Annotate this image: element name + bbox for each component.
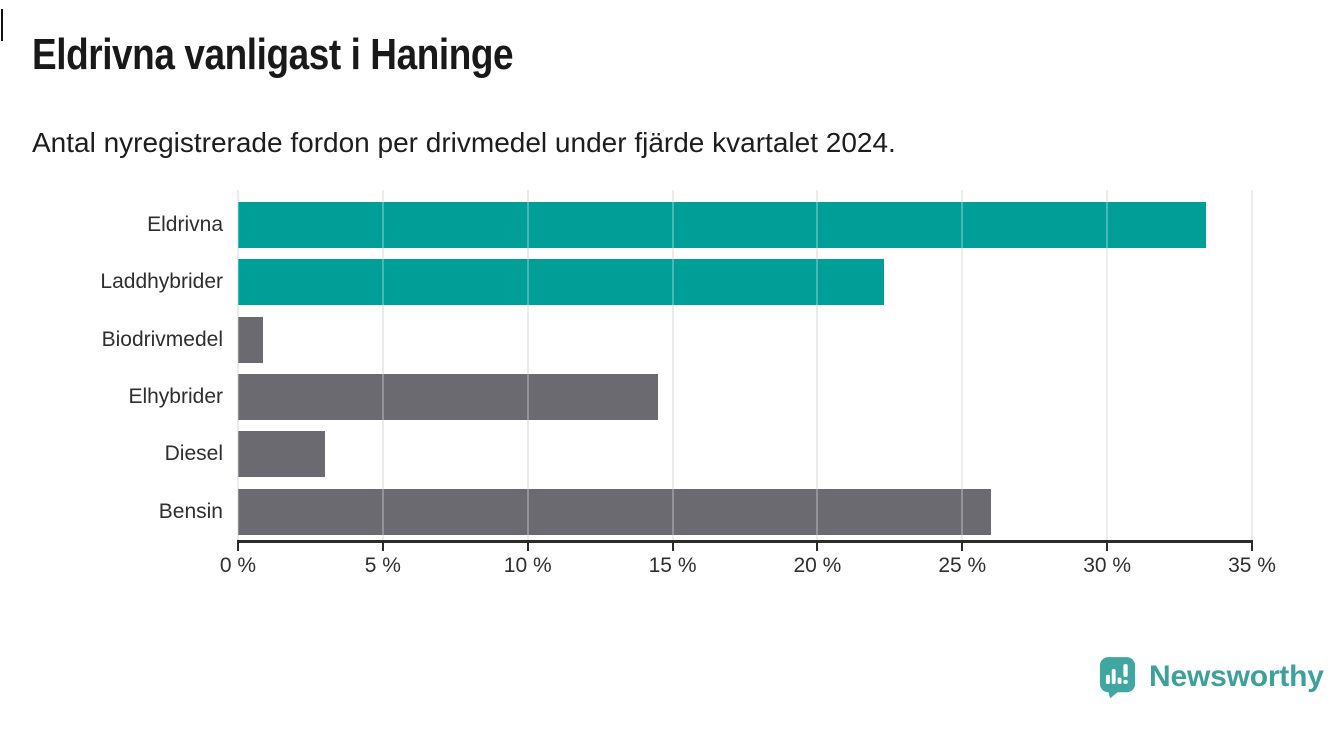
gridline-20 — [816, 190, 819, 540]
bar-biodrivmedel — [238, 317, 263, 363]
gridline-35 — [1251, 190, 1253, 540]
x-tick-15 — [671, 540, 674, 551]
x-tick-label-25: 25 % — [938, 554, 987, 577]
x-axis-line — [237, 540, 1253, 543]
x-tick-label-15: 15 % — [648, 554, 697, 577]
x-tick-5 — [381, 540, 384, 551]
x-tick-35 — [1251, 540, 1253, 551]
x-tick-label-35: 35 % — [1228, 554, 1276, 577]
category-label-biodrivmedel: Biodrivmedel — [101, 328, 223, 351]
newsworthy-brand-label: Newsworthy — [1149, 660, 1324, 693]
category-label-diesel: Diesel — [164, 442, 223, 465]
x-tick-10 — [526, 540, 529, 551]
left-edge-mark — [1, 9, 3, 41]
x-tick-30 — [1106, 540, 1109, 551]
bar-diesel — [238, 431, 325, 477]
x-tick-0 — [237, 540, 239, 551]
gridline-5 — [381, 190, 384, 540]
gridline-15 — [671, 190, 674, 540]
x-tick-25 — [961, 540, 964, 551]
bar-bensin — [238, 489, 992, 535]
bar-elhybrider — [238, 374, 659, 420]
gridline-25 — [961, 190, 964, 540]
x-tick-label-10: 10 % — [503, 554, 552, 577]
x-tick-label-5: 5 % — [364, 554, 401, 577]
x-tick-label-30: 30 % — [1083, 554, 1132, 577]
x-tick-20 — [816, 540, 819, 551]
bar-eldrivna — [238, 202, 1206, 248]
category-label-elhybrider: Elhybrider — [128, 385, 223, 408]
gridline-0 — [237, 190, 239, 540]
chart-title: Eldrivna vanligast i Haninge — [32, 30, 514, 79]
chart-subtitle: Antal nyregistrerade fordon per drivmede… — [32, 127, 896, 158]
category-label-bensin: Bensin — [158, 500, 223, 523]
category-label-eldrivna: Eldrivna — [147, 213, 223, 236]
category-label-laddhybrider: Laddhybrider — [100, 270, 223, 293]
bar-laddhybrider — [238, 259, 885, 305]
x-tick-label-20: 20 % — [793, 554, 842, 577]
newsworthy-chart-bubble-icon — [1099, 657, 1136, 699]
gridline-30 — [1106, 190, 1109, 540]
plot-area: 0 % 5 % 10 % 15 % 20 % 25 % 30 % 35 % — [220, 190, 1276, 577]
newsworthy-brand-link[interactable]: Newsworthy — [1099, 656, 1324, 699]
gridline-10 — [526, 190, 529, 540]
y-axis-category-labels: Eldrivna Laddhybrider Biodrivmedel Elhyb… — [0, 190, 223, 540]
x-tick-label-0: 0 % — [219, 554, 257, 577]
